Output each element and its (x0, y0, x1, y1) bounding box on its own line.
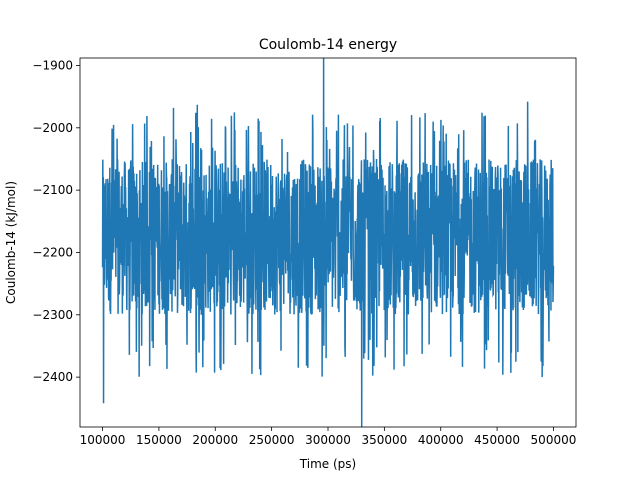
y-axis: −1900 −2000 −2100 −2200 −2300 −2400 (32, 58, 80, 384)
x-axis: 100000 150000 200000 250000 300000 350000 4000… (80, 427, 577, 447)
y-tick-label: −2200 (32, 245, 73, 259)
x-tick-label: 150000 (136, 433, 182, 447)
y-axis-label: Coulomb-14 (kJ/mol) (4, 181, 18, 304)
x-tick-label: 300000 (305, 433, 351, 447)
x-tick-label: 350000 (361, 433, 407, 447)
x-tick-label: 450000 (474, 433, 520, 447)
y-tick-label: −2300 (32, 308, 73, 322)
y-tick-label: −2000 (32, 121, 73, 135)
y-tick-label: −2400 (32, 370, 73, 384)
y-tick-label: −2100 (32, 183, 73, 197)
x-axis-label: Time (ps) (299, 457, 356, 471)
x-tick-label: 500000 (531, 433, 577, 447)
x-tick-label: 200000 (192, 433, 238, 447)
x-tick-label: 250000 (249, 433, 295, 447)
x-tick-label: 100000 (80, 433, 126, 447)
plot-area (101, 58, 555, 427)
series-line (101, 58, 555, 427)
y-tick-label: −1900 (32, 58, 73, 72)
chart-title: Coulomb-14 energy (259, 37, 397, 53)
x-tick-label: 400000 (418, 433, 464, 447)
